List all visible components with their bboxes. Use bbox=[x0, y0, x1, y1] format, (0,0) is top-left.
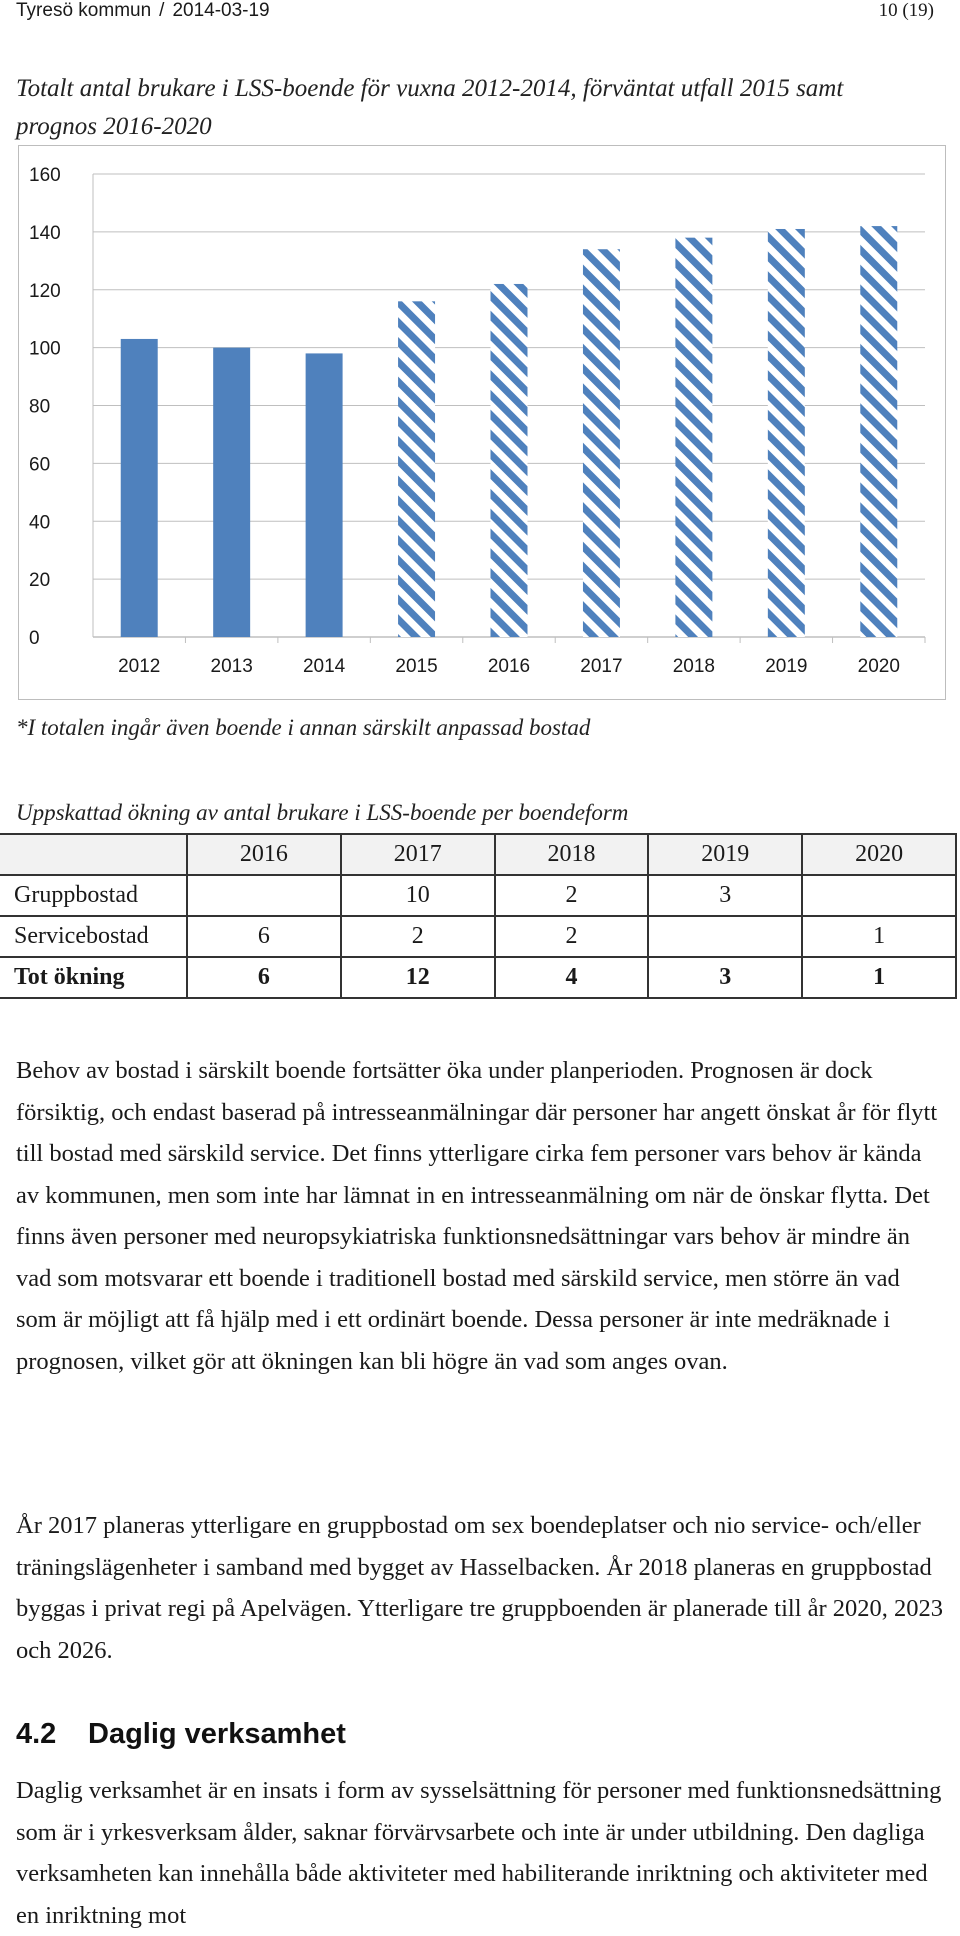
table-header-row: 2016 2017 2018 2019 2020 bbox=[0, 833, 957, 876]
table-cell: 12 bbox=[339, 956, 496, 999]
table-cell: 1 bbox=[801, 956, 957, 999]
x-tick-label: 2018 bbox=[673, 656, 715, 677]
table-header-cell bbox=[0, 833, 188, 876]
row-label: Gruppbostad bbox=[0, 874, 188, 917]
table-header-cell: 2016 bbox=[186, 833, 342, 876]
x-tick-label: 2020 bbox=[858, 656, 900, 677]
table-header-cell: 2017 bbox=[339, 833, 496, 876]
header-separator: / bbox=[159, 0, 165, 21]
y-tick-label: 20 bbox=[29, 570, 50, 591]
table-cell: 1 bbox=[801, 915, 957, 958]
table-row: Gruppbostad 10 2 3 bbox=[0, 874, 957, 917]
header-left: Tyresö kommun / 2014-03-19 bbox=[16, 0, 270, 22]
header-municipality: Tyresö kommun bbox=[16, 0, 152, 21]
x-tick-label: 2017 bbox=[580, 656, 622, 677]
chart-title: Totalt antal brukare i LSS-boende för vu… bbox=[16, 75, 844, 140]
y-tick-label: 60 bbox=[29, 454, 50, 475]
table-cell: 2 bbox=[493, 874, 650, 917]
table-header-cell: 2019 bbox=[647, 833, 804, 876]
paragraph-planned-housing: År 2017 planeras ytterligare en gruppbos… bbox=[16, 1512, 944, 1664]
y-tick-label: 120 bbox=[29, 281, 61, 302]
table-cell bbox=[801, 874, 957, 917]
table-header-cell: 2020 bbox=[801, 833, 957, 876]
table-title: Uppskattad ökning av antal brukare i LSS… bbox=[16, 800, 629, 825]
section-title: Daglig verksamhet bbox=[88, 1718, 346, 1750]
y-tick-label: 140 bbox=[29, 223, 61, 244]
bar-2016 bbox=[490, 283, 528, 637]
row-label: Tot ökning bbox=[0, 956, 188, 999]
y-tick-label: 100 bbox=[29, 339, 61, 360]
table-row: Servicebostad 6 2 2 1 bbox=[0, 915, 957, 958]
paragraph-daily-activity: Daglig verksamhet är en insats i form av… bbox=[16, 1777, 942, 1929]
table-cell: 2 bbox=[339, 915, 496, 958]
table-header-cell: 2018 bbox=[493, 833, 650, 876]
bar-2018 bbox=[675, 237, 713, 637]
paragraph-housing-need: Behov av bostad i särskilt boende fortsä… bbox=[16, 1057, 938, 1375]
y-tick-label: 80 bbox=[29, 397, 50, 418]
table-total-row: Tot ökning 6 12 4 3 1 bbox=[0, 956, 957, 999]
section-number: 4.2 bbox=[16, 1718, 57, 1750]
y-tick-label: 40 bbox=[29, 512, 50, 533]
bar-2014 bbox=[305, 353, 343, 637]
increase-table: 2016 2017 2018 2019 2020 Gruppbostad 10 … bbox=[0, 833, 957, 999]
table-cell: 3 bbox=[647, 956, 804, 999]
table-cell bbox=[186, 874, 342, 917]
table-cell: 2 bbox=[493, 915, 650, 958]
bar-chart: 0 20 40 60 80 100 120 140 160 2012 2013 2014 2015 201… bbox=[29, 165, 926, 677]
bar-2017 bbox=[582, 249, 620, 638]
bar-2020 bbox=[860, 226, 898, 637]
x-tick-label: 2019 bbox=[765, 656, 807, 677]
bar-2019 bbox=[767, 228, 805, 637]
page-header: Tyresö kommun / 2014-03-19 10 (19) bbox=[0, 0, 960, 24]
page-number: 10 (19) bbox=[878, 0, 934, 21]
x-tick-label: 2015 bbox=[395, 656, 437, 677]
x-tick-label: 2012 bbox=[118, 656, 160, 677]
table-cell: 6 bbox=[186, 956, 342, 999]
bar-2013 bbox=[213, 347, 251, 637]
y-tick-label: 160 bbox=[29, 165, 61, 186]
row-label: Servicebostad bbox=[0, 915, 188, 958]
x-tick-label: 2016 bbox=[488, 656, 530, 677]
table-cell: 10 bbox=[339, 874, 496, 917]
x-tick-label: 2014 bbox=[303, 656, 346, 677]
header-date: 2014-03-19 bbox=[172, 0, 270, 21]
chart-area: 0 20 40 60 80 100 120 140 160 2012 2013 2014 2015 201… bbox=[18, 145, 946, 700]
table-cell bbox=[647, 915, 804, 958]
table-cell: 4 bbox=[493, 956, 650, 999]
bar-2015 bbox=[398, 301, 436, 637]
table-cell: 6 bbox=[186, 915, 342, 958]
x-tick-label: 2013 bbox=[211, 656, 253, 677]
bar-2012 bbox=[120, 338, 158, 637]
table-cell: 3 bbox=[647, 874, 804, 917]
y-tick-label: 0 bbox=[29, 628, 40, 649]
chart-note: *I totalen ingår även boende i annan sär… bbox=[16, 715, 591, 740]
section-heading: 4.2 Daglig verksamhet bbox=[16, 1718, 346, 1751]
